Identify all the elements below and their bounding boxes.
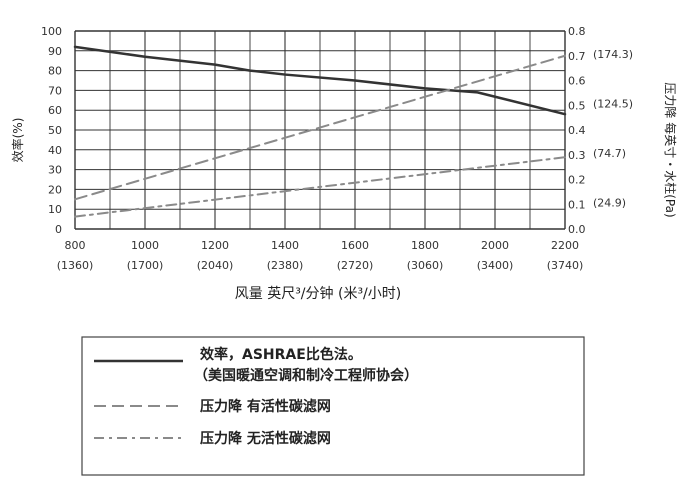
x-tick-label: 1000 [131, 239, 159, 252]
y-tick-label-pa: (174.3) [593, 48, 633, 61]
x-tick-sublabel: (1700) [127, 259, 164, 272]
y-tick-label-left: 90 [48, 45, 62, 58]
y-tick-label-left: 70 [48, 84, 62, 97]
series-layer [73, 45, 567, 218]
y-tick-label-right: 0.0 [568, 223, 586, 236]
y-tick-label-left: 30 [48, 164, 62, 177]
y-tick-label-left: 10 [48, 203, 62, 216]
y-tick-label-left: 20 [48, 183, 62, 196]
y-tick-label-right: 0.2 [568, 174, 586, 187]
y-tick-label-left: 100 [41, 25, 62, 38]
y-tick-label-right: 0.3 [568, 149, 586, 162]
x-tick-sublabel: (3400) [477, 259, 514, 272]
y-tick-label-right: 0.5 [568, 99, 586, 112]
grid [74, 30, 566, 230]
series-line-3 [74, 156, 566, 218]
y-axis-title-left: 效率(%) [10, 118, 25, 163]
y-tick-label-left: 50 [48, 124, 62, 137]
x-tick-label: 1600 [341, 239, 369, 252]
x-tick-label: 1800 [411, 239, 439, 252]
x-axis-title: 风量 英尺³/分钟 (米³/小时) [235, 285, 401, 302]
series-line-1 [73, 45, 567, 116]
y-tick-label-pa: (124.5) [593, 97, 633, 110]
x-tick-label: 1400 [271, 239, 299, 252]
legend-label-without-carbon: 压力降 无活性碳滤网 [200, 430, 331, 447]
y-axis-title-right: 压力降 每英寸・水柱(Pa) [663, 82, 678, 217]
x-tick-label: 2200 [551, 239, 579, 252]
y-tick-label-left: 60 [48, 104, 62, 117]
y-tick-label-right: 0.7 [568, 50, 586, 63]
y-tick-label-left: 40 [48, 144, 62, 157]
ticks-layer: 0 10 20 30 40 50 60 70 80 90 100 0.0 0.1 0.2 0.3 0.4 0.5… [41, 25, 633, 272]
x-tick-sublabel: (2040) [197, 259, 234, 272]
y-tick-label-right: 0.1 [568, 198, 586, 211]
x-tick-sublabel: (3740) [547, 259, 584, 272]
y-tick-label-right: 0.6 [568, 75, 586, 88]
x-tick-sublabel: (2380) [267, 259, 304, 272]
x-tick-label: 1200 [201, 239, 229, 252]
y-tick-label-left: 0 [55, 223, 62, 236]
x-tick-sublabel: (1360) [57, 259, 94, 272]
legend: 效率，ASHRAE比色法。 （美国暖通空调和制冷工程师协会） 压力降 有活性碳滤… [81, 336, 585, 476]
y-tick-label-right: 0.4 [568, 124, 586, 137]
x-tick-sublabel: (3060) [407, 259, 444, 272]
legend-label-with-carbon: 压力降 有活性碳滤网 [200, 398, 331, 415]
series-line-2 [74, 54, 566, 201]
x-tick-label: 2000 [481, 239, 509, 252]
y-tick-label-right: 0.8 [568, 25, 586, 38]
x-tick-label: 800 [65, 239, 86, 252]
y-tick-label-left: 80 [48, 65, 62, 78]
y-tick-label-pa: (74.7) [593, 147, 626, 160]
x-tick-sublabel: (2720) [337, 259, 374, 272]
legend-label-efficiency-sub: （美国暖通空调和制冷工程师协会） [194, 367, 418, 384]
y-tick-label-pa: (24.9) [593, 196, 626, 209]
legend-label-efficiency: 效率，ASHRAE比色法。 [200, 346, 362, 363]
